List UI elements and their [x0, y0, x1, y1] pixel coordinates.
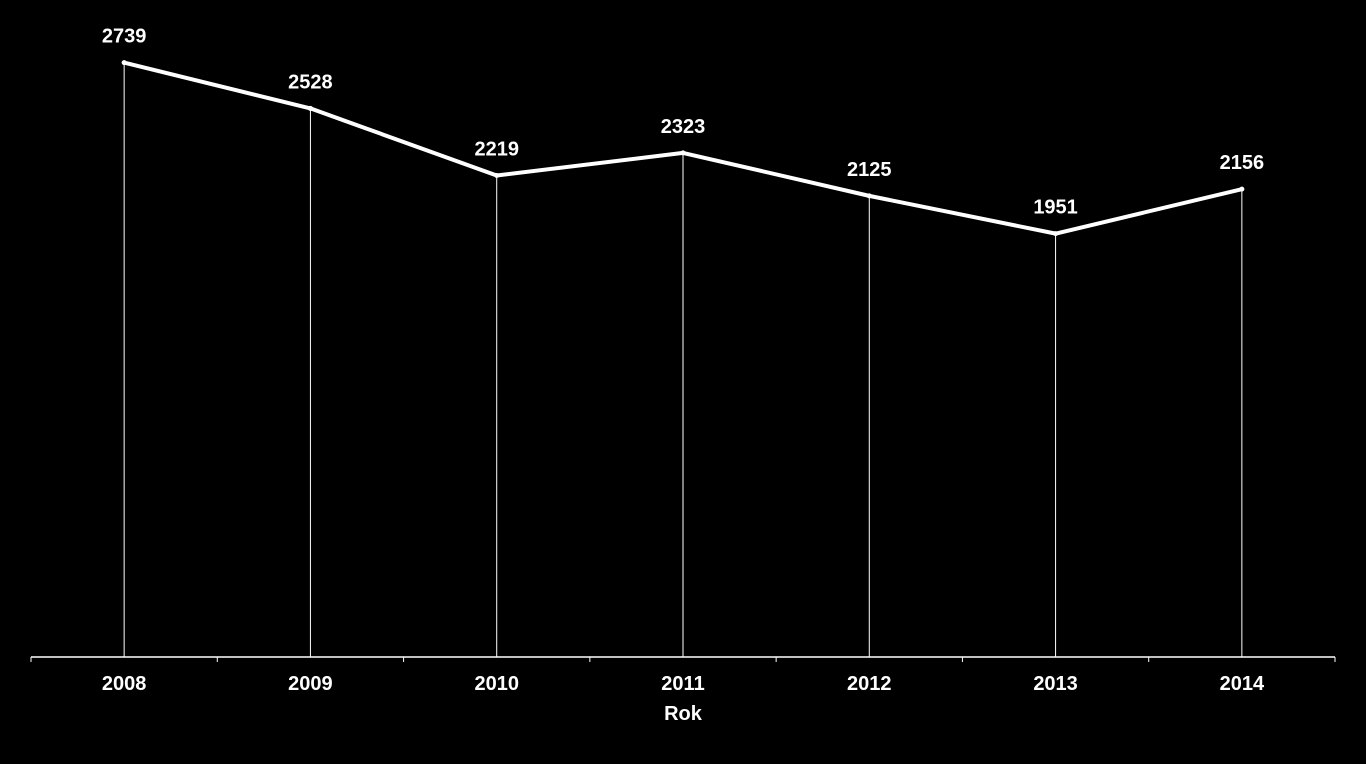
- series-group: [121, 60, 1245, 237]
- x-axis-title: Rok: [664, 703, 703, 725]
- data-point-2013: [1053, 231, 1059, 237]
- data-label-2010: 2219: [474, 138, 519, 160]
- x-tick-label-2012: 2012: [847, 673, 892, 695]
- data-label-2011: 2323: [661, 116, 706, 138]
- data-label-2014: 2156: [1220, 152, 1265, 174]
- data-point-2009: [307, 105, 313, 111]
- data-labels: 2739 2528 2219 2323 2125 1951 2156: [102, 26, 1264, 219]
- x-tick-label-2013: 2013: [1033, 673, 1078, 695]
- x-tick-label-2010: 2010: [474, 673, 519, 695]
- data-label-2008: 2739: [102, 26, 147, 48]
- data-point-2014: [1239, 186, 1245, 192]
- x-tick-label-2009: 2009: [288, 673, 333, 695]
- data-label-2013: 1951: [1033, 197, 1078, 219]
- x-tick-label-2008: 2008: [102, 673, 147, 695]
- x-tick-label-2014: 2014: [1220, 673, 1265, 695]
- data-point-2008: [121, 60, 127, 66]
- data-label-2012: 2125: [847, 159, 892, 181]
- drop-lines: [123, 62, 1243, 657]
- x-axis: 2008 2009 2010 2011 2012 2013 2014: [30, 656, 1336, 695]
- data-point-2012: [866, 193, 872, 199]
- x-tick-label-2011: 2011: [661, 673, 704, 695]
- data-label-2009: 2528: [288, 71, 333, 93]
- data-point-2011: [680, 150, 686, 156]
- data-point-2010: [494, 172, 500, 178]
